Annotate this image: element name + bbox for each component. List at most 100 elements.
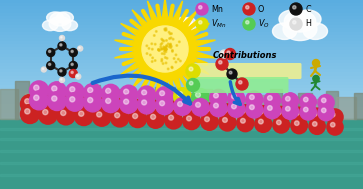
Circle shape xyxy=(330,122,335,127)
Polygon shape xyxy=(174,79,183,97)
Circle shape xyxy=(300,104,316,120)
Circle shape xyxy=(164,48,166,50)
Circle shape xyxy=(164,51,165,52)
Circle shape xyxy=(60,44,62,46)
Circle shape xyxy=(158,49,159,51)
Circle shape xyxy=(167,43,169,45)
Circle shape xyxy=(241,108,245,113)
Ellipse shape xyxy=(62,20,77,31)
Circle shape xyxy=(162,40,163,41)
Ellipse shape xyxy=(175,18,188,27)
Circle shape xyxy=(124,99,129,104)
Circle shape xyxy=(246,6,249,9)
Circle shape xyxy=(290,18,302,30)
Circle shape xyxy=(47,61,55,70)
Circle shape xyxy=(303,107,308,112)
Circle shape xyxy=(170,45,171,46)
Circle shape xyxy=(173,58,175,59)
Circle shape xyxy=(210,99,227,117)
Circle shape xyxy=(87,88,93,93)
Circle shape xyxy=(57,96,75,115)
Circle shape xyxy=(277,120,281,125)
Circle shape xyxy=(165,28,167,29)
Circle shape xyxy=(300,94,316,110)
Circle shape xyxy=(165,49,167,51)
Circle shape xyxy=(69,61,77,70)
Circle shape xyxy=(199,21,202,24)
Circle shape xyxy=(273,116,290,133)
Circle shape xyxy=(187,106,191,111)
Circle shape xyxy=(158,49,160,51)
Circle shape xyxy=(147,100,164,118)
Ellipse shape xyxy=(279,10,306,28)
Polygon shape xyxy=(121,23,138,35)
Circle shape xyxy=(97,112,102,117)
Ellipse shape xyxy=(56,12,73,23)
Circle shape xyxy=(160,91,164,96)
Circle shape xyxy=(142,100,147,105)
Circle shape xyxy=(164,28,166,30)
Circle shape xyxy=(228,100,245,117)
Circle shape xyxy=(148,48,150,49)
Polygon shape xyxy=(121,63,138,75)
Circle shape xyxy=(76,74,81,79)
Circle shape xyxy=(213,93,219,98)
Circle shape xyxy=(172,51,173,52)
Circle shape xyxy=(34,85,39,90)
Circle shape xyxy=(120,85,138,103)
Circle shape xyxy=(330,112,335,117)
Polygon shape xyxy=(197,52,215,58)
Circle shape xyxy=(216,58,228,70)
Circle shape xyxy=(168,115,174,120)
Circle shape xyxy=(77,75,78,77)
Ellipse shape xyxy=(42,20,58,31)
Circle shape xyxy=(150,54,151,56)
Circle shape xyxy=(71,71,73,74)
FancyBboxPatch shape xyxy=(193,77,289,93)
Circle shape xyxy=(164,48,166,50)
Circle shape xyxy=(238,81,242,84)
Circle shape xyxy=(159,50,160,51)
Circle shape xyxy=(220,50,228,58)
Ellipse shape xyxy=(187,24,199,32)
Circle shape xyxy=(66,83,84,101)
Circle shape xyxy=(138,96,156,114)
Circle shape xyxy=(166,40,167,41)
Bar xyxy=(280,97,300,119)
Circle shape xyxy=(179,41,180,43)
Circle shape xyxy=(192,89,209,106)
Bar xyxy=(270,89,282,119)
Circle shape xyxy=(25,109,30,114)
Circle shape xyxy=(71,50,73,53)
Circle shape xyxy=(170,37,172,39)
Circle shape xyxy=(313,60,319,67)
Bar xyxy=(40,87,52,119)
Circle shape xyxy=(223,108,227,112)
Circle shape xyxy=(60,70,62,72)
Circle shape xyxy=(106,98,111,103)
Circle shape xyxy=(147,110,164,128)
Circle shape xyxy=(219,104,236,121)
Circle shape xyxy=(227,69,237,79)
Bar xyxy=(0,89,18,119)
Circle shape xyxy=(151,48,153,50)
Circle shape xyxy=(164,48,166,50)
Circle shape xyxy=(167,68,169,70)
Bar xyxy=(118,89,132,119)
Circle shape xyxy=(102,94,120,113)
Text: $V_O$: $V_O$ xyxy=(258,18,270,30)
Circle shape xyxy=(41,67,46,72)
Circle shape xyxy=(187,116,191,121)
Circle shape xyxy=(25,99,30,104)
Circle shape xyxy=(154,35,155,36)
Circle shape xyxy=(166,46,168,47)
Circle shape xyxy=(160,49,162,50)
Bar xyxy=(88,85,100,119)
Circle shape xyxy=(178,101,183,106)
Circle shape xyxy=(58,42,66,50)
Ellipse shape xyxy=(49,17,71,31)
Bar xyxy=(184,93,202,119)
Circle shape xyxy=(286,96,290,101)
Text: O: O xyxy=(258,5,264,13)
Circle shape xyxy=(124,89,129,94)
